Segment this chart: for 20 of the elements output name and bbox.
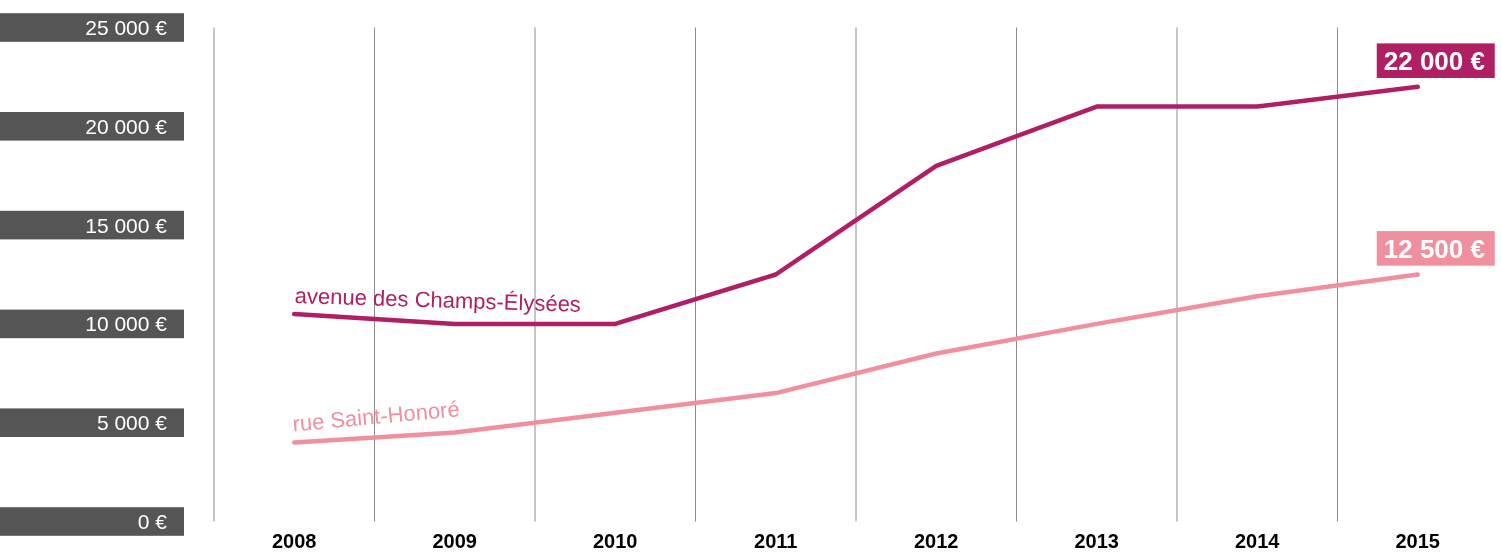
x-tick-label: 2012 [914,530,959,552]
x-tick-label: 2009 [432,530,477,552]
y-tick-label: 5 000 € [96,411,168,435]
x-tick-label: 2011 [754,530,798,552]
x-tick-label: 2013 [1074,530,1119,552]
x-tick-label: 2015 [1395,530,1440,552]
y-tick-label: 15 000 € [85,213,168,237]
data-label: 22 000 € [1383,45,1485,76]
y-tick-label: 20 000 € [85,114,168,138]
y-tick-label: 10 000 € [85,312,168,336]
data-label: 12 500 € [1383,233,1485,264]
line-series [292,272,1420,445]
line-series [292,84,1420,327]
y-tick-label: 0 € [137,510,168,534]
x-tick-label: 2010 [593,530,638,552]
y-tick-label: 25 000 € [85,16,168,40]
x-tick-label: 2008 [272,530,317,552]
series-label: avenue des Champs-Élysées [294,283,582,317]
text: rue Saint-Honoré [291,396,461,437]
x-tick-label: 2014 [1235,530,1281,552]
